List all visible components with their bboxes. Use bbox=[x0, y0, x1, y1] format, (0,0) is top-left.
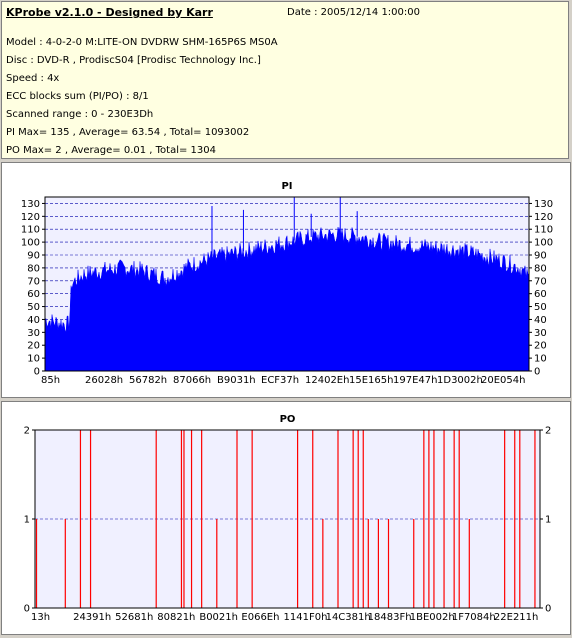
po-xtick-label: 1BE002h bbox=[410, 612, 455, 623]
disc-line: Disc : DVD-R , ProdiscS04 [Prodisc Techn… bbox=[6, 55, 261, 66]
pi-xtick-label: 1D3002h bbox=[437, 375, 483, 386]
pi-ytick-label-right: 80 bbox=[534, 263, 547, 274]
po-xtick-label: 52681h bbox=[115, 612, 153, 623]
po-summary-line: PO Max= 2 , Average= 0.01 , Total= 1304 bbox=[6, 145, 216, 156]
po-xtick-label: 1141F0h bbox=[284, 612, 328, 623]
pi-ytick-label-right: 50 bbox=[534, 302, 547, 313]
po-ytick-label-left: 1 bbox=[24, 515, 30, 526]
pi-ytick-label-right: 110 bbox=[534, 225, 553, 236]
po-xtick-label: 18483Fh bbox=[368, 612, 412, 623]
po-xtick-label: 1F7084h bbox=[452, 612, 496, 623]
pi-ytick-label-left: 50 bbox=[27, 302, 40, 313]
pi-xtick-label: 20E054h bbox=[481, 375, 525, 386]
pi-ytick-label-left: 40 bbox=[27, 315, 40, 326]
pi-ytick-label-left: 120 bbox=[21, 212, 40, 223]
pi-ytick-label-left: 30 bbox=[27, 328, 40, 339]
pi-ytick-label-left: 110 bbox=[21, 225, 40, 236]
pi-ytick-label-left: 60 bbox=[27, 289, 40, 300]
pi-ytick-label-right: 10 bbox=[534, 354, 547, 365]
pi-xtick-label: ECF37h bbox=[261, 375, 299, 386]
pi-ytick-label-left: 130 bbox=[21, 199, 40, 210]
po-xtick-label: 14C381h bbox=[326, 612, 371, 623]
po-xtick-label: 13h bbox=[31, 612, 50, 623]
po-ytick-label-left: 0 bbox=[24, 604, 30, 615]
po-xtick-label: 22E211h bbox=[494, 612, 538, 623]
scan-date: Date : 2005/12/14 1:00:00 bbox=[287, 7, 420, 18]
pi-ytick-label-left: 10 bbox=[27, 354, 40, 365]
po-plot-border bbox=[34, 429, 541, 609]
po-xtick-label: E066Eh bbox=[241, 612, 279, 623]
app-title: KProbe v2.1.0 - Designed by Karr bbox=[6, 6, 213, 19]
po-chart-panel: 0 0 1 1 2 2 13h 24391h 52681h 80821h B0021h E066Eh 1… bbox=[1, 401, 571, 635]
pi-xtick-label: B9031h bbox=[217, 375, 256, 386]
pi-xtick-label: 15E165h bbox=[349, 375, 393, 386]
pi-ytick-label-left: 90 bbox=[27, 251, 40, 262]
pi-ytick-label-left: 100 bbox=[21, 238, 40, 249]
model-line: Model : 4-0-2-0 M:LITE-ON DVDRW SHM-165P… bbox=[6, 37, 278, 48]
pi-ytick-label-right: 60 bbox=[534, 289, 547, 300]
po-title: PO bbox=[280, 414, 296, 425]
pi-xtick-label: 12402Eh bbox=[305, 375, 349, 386]
ecc-line: ECC blocks sum (PI/PO) : 8/1 bbox=[6, 91, 149, 102]
po-ytick-label-right: 1 bbox=[545, 515, 551, 526]
pi-chart-panel: 0 0 10 10 20 20 30 30 40 40 50 50 60 60 70 70 80 80 90 90 10… bbox=[1, 162, 571, 398]
pi-ytick-label-right: 70 bbox=[534, 276, 547, 287]
po-ytick-label-right: 2 bbox=[545, 426, 551, 437]
pi-ytick-label-left: 80 bbox=[27, 263, 40, 274]
po-xtick-label: 24391h bbox=[73, 612, 111, 623]
info-panel: KProbe v2.1.0 - Designed by Karr Date : … bbox=[1, 1, 569, 159]
pi-ytick-label-right: 130 bbox=[534, 199, 553, 210]
pi-xtick-label: 85h bbox=[41, 375, 60, 386]
pi-ytick-label-right: 30 bbox=[534, 328, 547, 339]
pi-ytick-label-left: 20 bbox=[27, 341, 40, 352]
pi-ytick-label-right: 90 bbox=[534, 251, 547, 262]
pi-xtick-label: 87066h bbox=[173, 375, 211, 386]
pi-xtick-label: 56782h bbox=[129, 375, 167, 386]
po-ytick-label-left: 2 bbox=[24, 426, 30, 437]
po-ytick-label-right: 0 bbox=[545, 604, 551, 615]
pi-ytick-label-right: 100 bbox=[534, 238, 553, 249]
pi-ytick-label-right: 120 bbox=[534, 212, 553, 223]
po-xtick-label: 80821h bbox=[157, 612, 195, 623]
pi-plot-border bbox=[44, 196, 530, 372]
pi-title: PI bbox=[281, 181, 292, 192]
pi-series-area bbox=[44, 226, 530, 372]
po-xtick-label: B0021h bbox=[199, 612, 238, 623]
pi-ytick-label-right: 0 bbox=[534, 367, 540, 378]
pi-summary-line: PI Max= 135 , Average= 63.54 , Total= 10… bbox=[6, 127, 250, 138]
pi-ytick-label-right: 20 bbox=[534, 341, 547, 352]
pi-xtick-label: 26028h bbox=[85, 375, 123, 386]
pi-ytick-label-left: 0 bbox=[34, 367, 40, 378]
speed-line: Speed : 4x bbox=[6, 73, 60, 84]
pi-ytick-label-right: 40 bbox=[534, 315, 547, 326]
pi-xtick-label: 197E47h bbox=[393, 375, 437, 386]
po-chart: 0 0 1 1 2 2 13h 24391h 52681h 80821h B0021h E066Eh 1… bbox=[24, 414, 552, 623]
pi-ytick-label-left: 70 bbox=[27, 276, 40, 287]
range-line: Scanned range : 0 - 230E3Dh bbox=[6, 109, 154, 120]
